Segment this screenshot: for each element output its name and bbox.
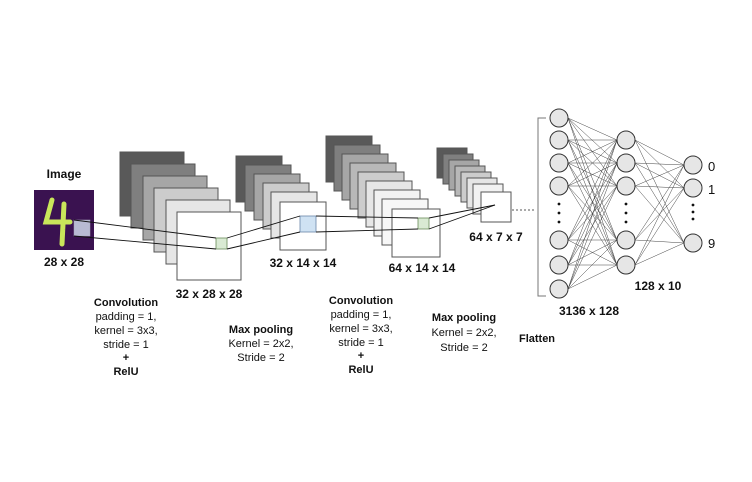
input-neuron [549,130,569,150]
op-title: Convolution [329,295,393,307]
fc1-shape-label: 3136 x 128 [559,304,619,318]
dense-edge [567,239,618,290]
hidden-neuron [616,153,636,173]
feature-map [391,208,441,258]
stage-connectors [73,204,496,250]
op-line: Kernel = 2x2, [431,327,496,339]
input-neuron [549,279,569,299]
conv1-stack: 32 x 28 x 28 [119,151,243,301]
conv1-output-cell [215,237,228,250]
input-neuron [549,230,569,250]
dense-edge [634,162,685,244]
pool2-shape-label: 64 x 7 x 7 [469,230,523,244]
output-label-first: 0 [708,159,715,174]
op-line: + [123,352,129,364]
conv2-shape-label: 64 x 14 x 14 [389,261,456,275]
output-label-second: 1 [708,182,715,197]
op-pool2-caption: Max pooling Kernel = 2x2, Stride = 2 [431,312,496,354]
output-neuron [683,233,703,253]
dense-edge [567,162,618,241]
op-line: kernel = 3x3, [94,325,157,337]
op-line: + [358,350,364,362]
dense-edge [567,139,618,266]
hidden-neuron [616,230,636,250]
dense-edge [634,139,685,244]
input-image: Image 4 28 x 28 [34,167,94,269]
hidden-neuron [616,176,636,196]
dense-edge [634,139,685,166]
dense-edge [634,242,685,266]
input-neuron [549,176,569,196]
op-line: Stride = 2 [237,352,284,364]
dense-edge [567,139,618,164]
op-title: Convolution [94,297,158,309]
op-activation: RelU [113,366,138,378]
dense-edge [567,117,618,164]
dense-edge [567,139,618,290]
dense-edge [634,187,685,266]
conv2-output-cell [417,217,430,230]
op-activation: RelU [348,364,373,376]
dense-layers [549,108,703,299]
op-line: padding = 1, [96,311,157,323]
hidden-neuron [616,130,636,150]
conv1-shape-label: 32 x 28 x 28 [176,287,243,301]
conv2-stack: 64 x 14 x 14 [325,135,456,275]
op-line: Kernel = 2x2, [228,338,293,350]
hidden-neuron [616,255,636,275]
dense-edge [567,117,618,266]
dense-edge [567,185,618,241]
kernel-window [73,219,91,237]
dense-edge [634,187,685,241]
flatten-connector [512,117,546,297]
op-flatten-caption: Flatten [519,333,555,345]
pool1-window [299,215,317,233]
dense-edge [567,117,618,241]
op-line: stride = 1 [338,337,384,349]
dense-edge [567,239,618,266]
dense-edge [567,139,618,241]
dense-edge [567,162,618,187]
op-pool1-caption: Max pooling Kernel = 2x2, Stride = 2 [228,324,293,364]
input-shape-label: 28 x 28 [44,255,84,269]
dense-edge [567,117,618,187]
pool1-shape-label: 32 x 14 x 14 [270,256,337,270]
dense-edge [634,164,685,241]
dense-edge [567,117,618,141]
op-line: kernel = 3x3, [329,323,392,335]
digit-value: 4 [64,229,65,231]
dense-edge [567,139,618,187]
op-line: padding = 1, [331,309,392,321]
dense-edge [634,164,685,266]
dense-edge [634,185,685,189]
dense-connections [567,117,685,290]
op-line: Stride = 2 [440,342,487,354]
output-neuron [683,178,703,198]
digit-stroke [42,197,73,247]
dense-edge [567,162,618,290]
dense-edge [567,185,618,290]
pool1-stack: 32 x 14 x 14 [235,155,337,270]
dense-edge [634,239,685,244]
pool2-stack: 64 x 7 x 7 [436,147,523,244]
input-neuron [549,153,569,173]
dense-edge [634,162,685,166]
fc2-shape-label: 128 x 10 [635,279,682,293]
output-neuron [683,155,703,175]
dense-edge [634,164,685,187]
op-conv1-caption: Convolution padding = 1, kernel = 3x3, s… [94,297,158,378]
input-neuron [549,108,569,128]
op-conv2-caption: Convolution padding = 1, kernel = 3x3, s… [329,295,393,376]
output-label-last: 9 [708,236,715,251]
input-title: Image [47,167,82,181]
op-title: Max pooling [229,324,293,336]
layer-ellipsis [557,202,695,224]
op-line: stride = 1 [103,339,149,351]
input-neuron [549,255,569,275]
op-title: Max pooling [432,312,496,324]
dense-edge [567,264,618,290]
